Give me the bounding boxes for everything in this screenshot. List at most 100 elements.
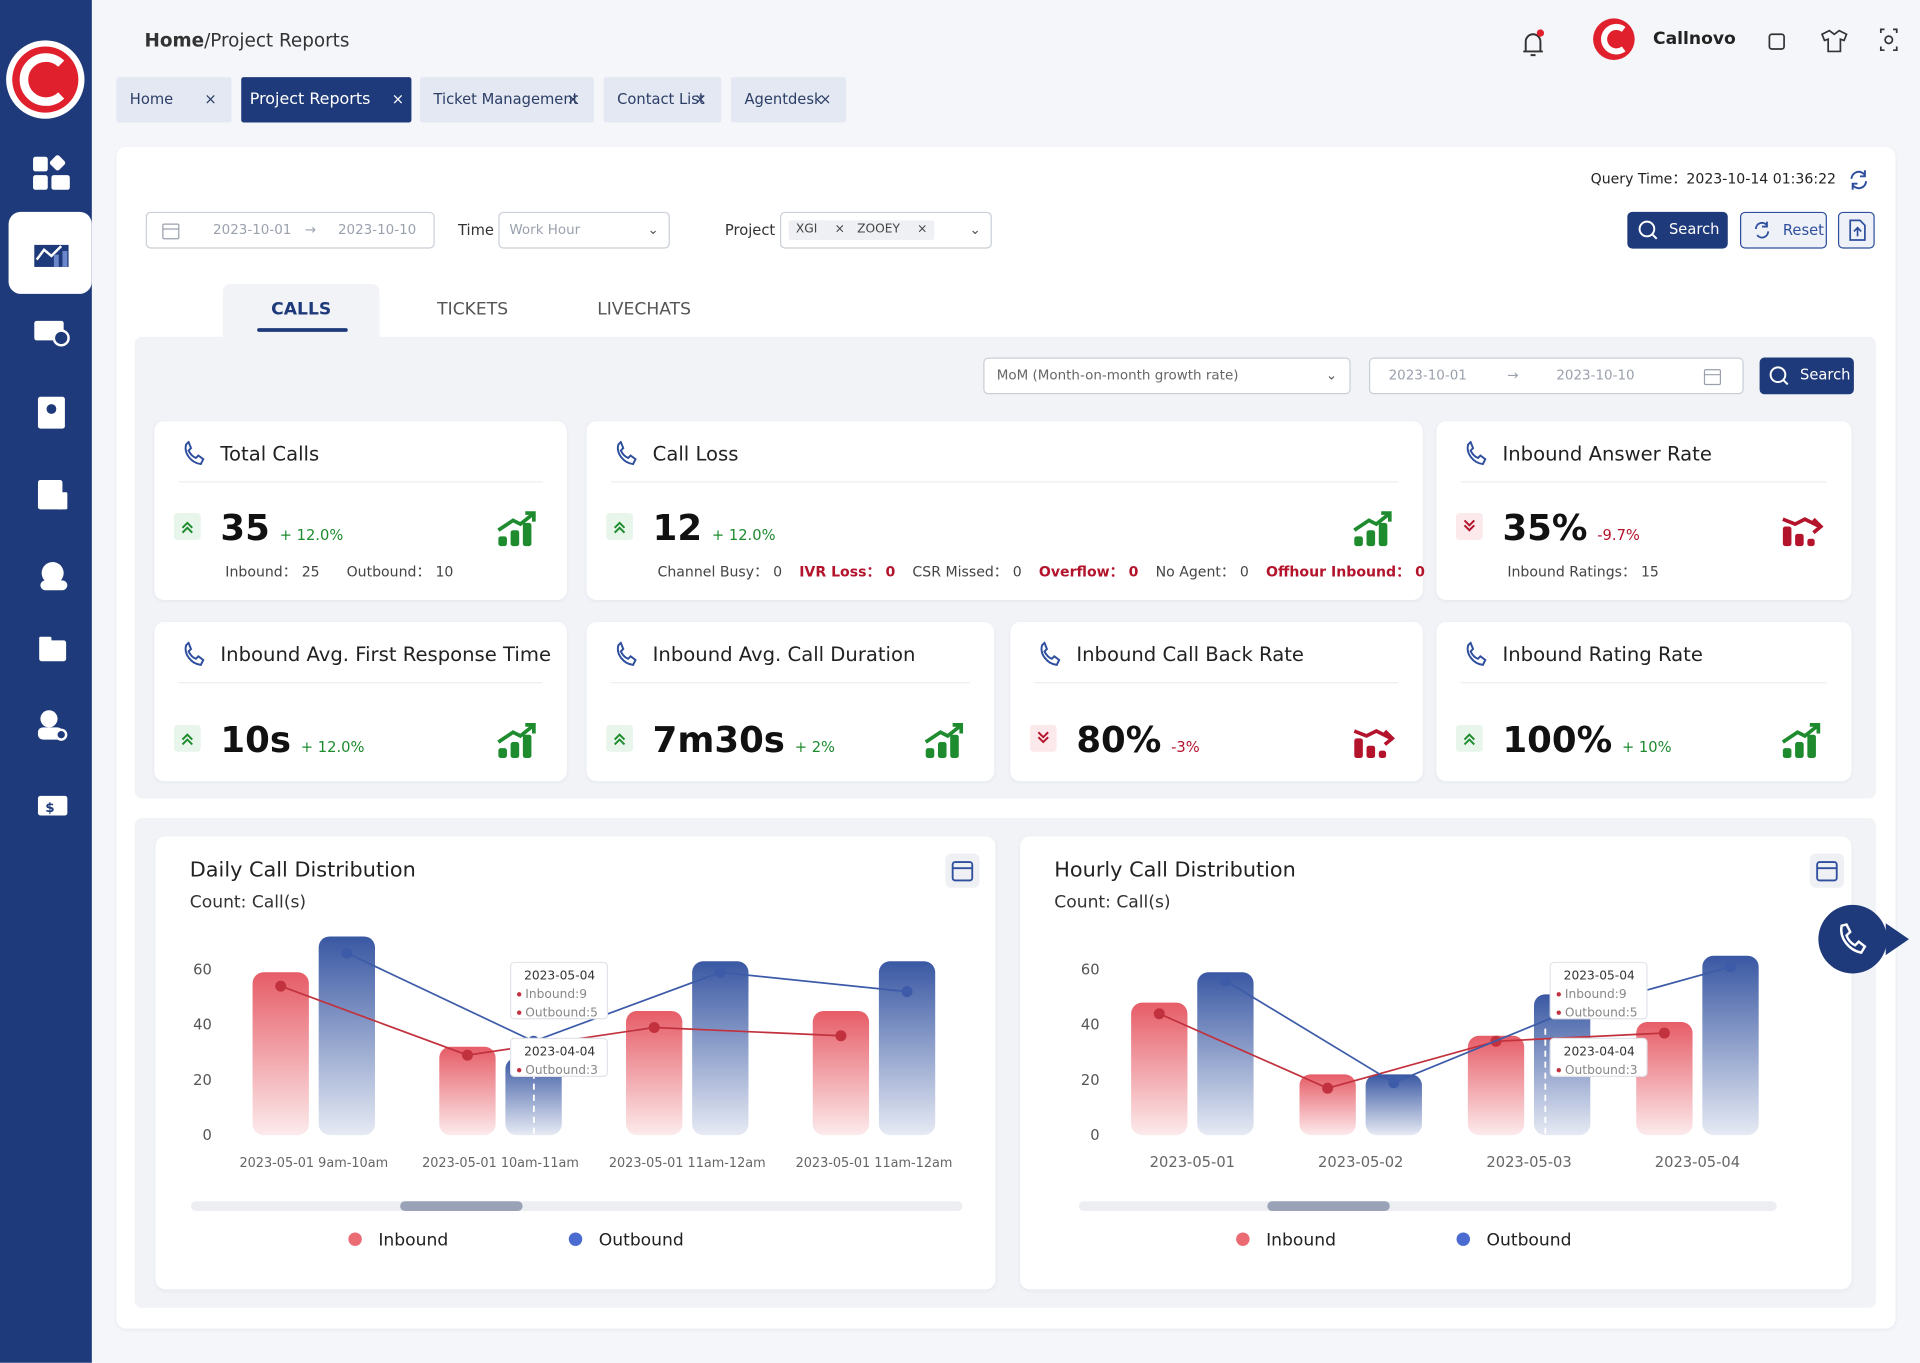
legend-swatch: [568, 1232, 583, 1246]
tab-close[interactable]: ×: [566, 90, 580, 108]
y-tick-label: 60: [1081, 961, 1100, 978]
trend-badge: [173, 513, 201, 541]
compare-search-button[interactable]: Search: [1759, 357, 1854, 395]
tab[interactable]: Contact List ×: [603, 77, 722, 123]
icon-bar: [498, 748, 507, 758]
icon-bar: [1807, 734, 1816, 758]
time-select[interactable]: Work Hour ⌄: [498, 211, 670, 249]
scroll-thumb[interactable]: [1267, 1201, 1390, 1212]
search-button[interactable]: Search: [1627, 211, 1728, 249]
trend-point: [1219, 975, 1231, 987]
legend-swatch: [348, 1232, 362, 1246]
breadcrumb-root[interactable]: Home: [144, 29, 205, 52]
kpi-details: Inbound： 25 Outbound： 10: [225, 562, 480, 582]
nav-icon[interactable]: [40, 562, 68, 591]
chart-subtitle: Count: Call(s): [1054, 892, 1170, 912]
trend-icon: [1781, 723, 1821, 758]
tab-close[interactable]: ×: [204, 90, 217, 108]
tab-close[interactable]: ×: [391, 90, 405, 108]
trend-icon: [497, 723, 536, 758]
tooltip-dot: [516, 1010, 522, 1015]
detail-label: Channel Busy：: [657, 563, 769, 581]
project-chip[interactable]: ZOOEY ×: [849, 220, 935, 241]
calendar-icon: [162, 223, 180, 240]
project-chip[interactable]: XGI ×: [788, 220, 853, 241]
kpi-value: 100%: [1502, 718, 1613, 761]
detail: Inbound Ratings： 15: [1507, 563, 1659, 580]
fullscreen-icon[interactable]: [1879, 28, 1898, 52]
x-tick-label: 2023-05-02: [1318, 1154, 1403, 1171]
detail-label: Inbound：: [225, 563, 297, 581]
nav-icon-active[interactable]: [34, 244, 69, 267]
icon-bar: [1354, 738, 1363, 758]
tab-close[interactable]: ×: [819, 90, 832, 108]
reset-button[interactable]: Reset: [1740, 211, 1827, 249]
report-tab[interactable]: TICKETS: [394, 284, 551, 337]
date-range[interactable]: 2023-10-01 → 2023-10-10: [145, 211, 435, 249]
export-button[interactable]: [1837, 211, 1875, 249]
legend-label: Inbound: [378, 1230, 448, 1250]
tab[interactable]: Project Reports ×: [241, 77, 412, 123]
chip-close[interactable]: ×: [834, 222, 845, 237]
nav-icon[interactable]: [33, 154, 70, 190]
tooltip-dot: [516, 992, 522, 997]
calendar-button[interactable]: [945, 853, 980, 888]
icon-bar: [1795, 533, 1804, 547]
scroll-thumb[interactable]: [400, 1201, 523, 1212]
kpi-value: 10s: [220, 718, 291, 761]
icon-bar: [937, 742, 947, 758]
chevrons: [1463, 733, 1475, 746]
svg-text:$: $: [45, 801, 54, 816]
query-time: Query Time：2023-10-14 01:36:22: [1591, 169, 1836, 189]
nav-icon[interactable]: [37, 480, 68, 510]
nav-icon[interactable]: [37, 710, 68, 741]
tab[interactable]: Home ×: [116, 77, 232, 123]
chevrons: [614, 521, 626, 534]
report-tab[interactable]: CALLS: [222, 284, 380, 337]
bar: [318, 936, 376, 1136]
bar: [1197, 972, 1254, 1136]
translate-icon[interactable]: [1768, 33, 1785, 50]
tooltip-dot: [1556, 1068, 1561, 1073]
calendar-button[interactable]: [1809, 853, 1845, 888]
project-select[interactable]: XGI × ZOOEY × ⌄: [780, 211, 992, 249]
nav-icon[interactable]: $: [37, 795, 68, 816]
icon-bar: [1795, 742, 1804, 758]
detail: Inbound： 25: [225, 563, 319, 580]
kpi-change: + 12.0%: [279, 526, 344, 544]
kpi-title: Call Loss: [652, 442, 739, 466]
trend-badge: [606, 513, 634, 541]
detail: Overflow： 0: [1039, 563, 1139, 580]
kpi-title: Inbound Avg. Call Duration: [652, 642, 916, 667]
kpi-value-row: 35% -9.7%: [1502, 507, 1639, 549]
refresh-icon[interactable]: [1847, 168, 1871, 192]
trend-badge: [1455, 724, 1483, 752]
detail-label: IVR Loss：: [799, 563, 881, 581]
chip-close[interactable]: ×: [917, 222, 928, 237]
kpi-card: Inbound Avg. First Response Time 10s + 12.…: [154, 622, 567, 782]
divider: [178, 682, 543, 684]
tooltip-item: Outbound:5: [525, 1005, 598, 1019]
chevrons: [181, 733, 193, 746]
x-tick-label: 2023-05-01: [1150, 1154, 1235, 1171]
tab-close[interactable]: ×: [694, 90, 707, 108]
tab[interactable]: Ticket Management ×: [420, 77, 594, 123]
icon-bar: [1782, 526, 1792, 547]
tooltip-item: Inbound:9: [525, 987, 587, 1001]
kpi-change: + 2%: [794, 738, 836, 756]
nav-icon[interactable]: [39, 636, 67, 662]
report-tab[interactable]: LIVECHATS: [566, 284, 723, 337]
nav-icon[interactable]: [34, 320, 70, 347]
brand-logo: [1593, 18, 1635, 61]
floating-call-button[interactable]: [1817, 901, 1910, 977]
legend-label: Outbound: [599, 1230, 684, 1250]
theme-icon[interactable]: [1820, 29, 1848, 53]
nav-icon[interactable]: [37, 396, 65, 429]
trend-point: [1322, 1082, 1334, 1094]
bell-icon[interactable]: [1523, 33, 1543, 57]
compare-select[interactable]: MoM (Month-on-month growth rate) ⌄: [983, 357, 1351, 395]
tooltip-title: 2023-05-04: [1564, 969, 1635, 983]
compare-date-range[interactable]: 2023-10-01 → 2023-10-10: [1368, 357, 1744, 395]
tab[interactable]: Agentdesk ×: [731, 77, 847, 123]
date-arrow: →: [304, 221, 317, 238]
